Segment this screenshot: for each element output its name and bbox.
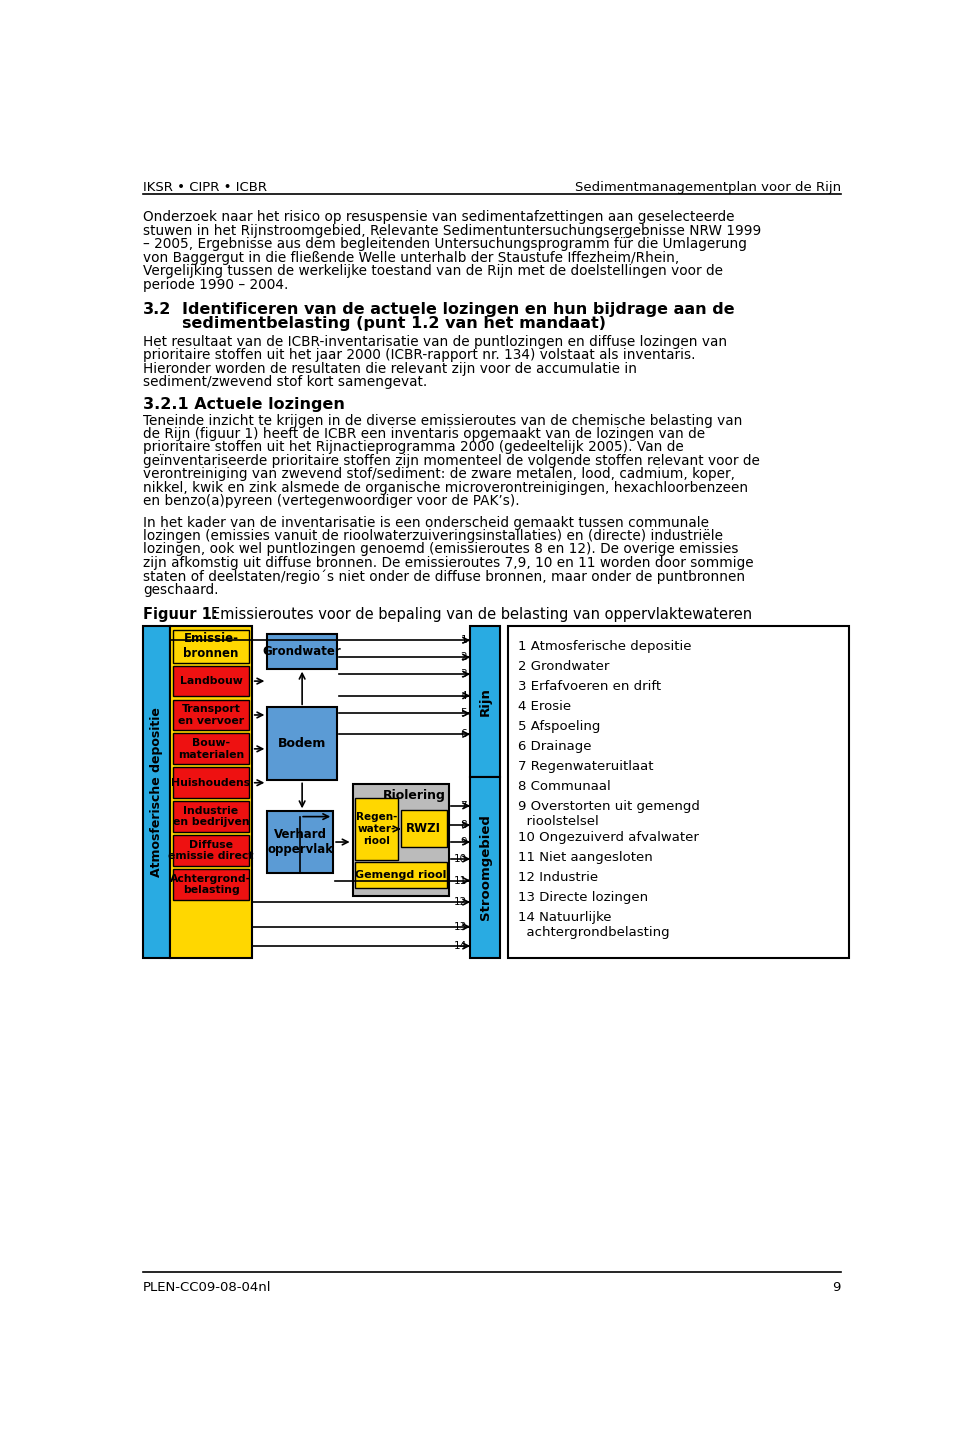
- Text: von Baggergut in die fließende Welle unterhalb der Staustufe Iffezheim/Rhein,: von Baggergut in die fließende Welle unt…: [143, 251, 680, 264]
- Text: Verhard
oppervlak: Verhard oppervlak: [267, 827, 333, 856]
- Text: en benzo(a)pyreen (vertegenwoordiger voor de PAK’s).: en benzo(a)pyreen (vertegenwoordiger voo…: [143, 494, 520, 508]
- Bar: [355, 799, 398, 859]
- Bar: [174, 699, 249, 731]
- Bar: [267, 708, 337, 780]
- Text: Landbouw: Landbouw: [180, 676, 243, 686]
- Text: 6 Drainage: 6 Drainage: [518, 741, 592, 754]
- Bar: [355, 862, 447, 888]
- Text: Bodem: Bodem: [278, 738, 326, 751]
- Text: Rijn: Rijn: [478, 687, 492, 716]
- Text: staten of deelstaten/regio´s niet onder de diffuse bronnen, maar onder de puntbr: staten of deelstaten/regio´s niet onder …: [143, 569, 745, 583]
- Text: 14 Natuurlijke
  achtergrondbelasting: 14 Natuurlijke achtergrondbelasting: [518, 911, 670, 940]
- Bar: [170, 627, 252, 957]
- Text: 2 Grondwater: 2 Grondwater: [518, 660, 610, 673]
- Text: 1: 1: [461, 635, 468, 645]
- Text: IKSR • CIPR • ICBR: IKSR • CIPR • ICBR: [143, 180, 267, 193]
- Text: Figuur 1:: Figuur 1:: [143, 606, 218, 622]
- Text: Regen-
water-
riool: Regen- water- riool: [356, 813, 397, 846]
- Bar: [508, 627, 849, 957]
- Bar: [174, 835, 249, 866]
- Text: stuwen in het Rijnstroomgebied, Relevante Sedimentuntersuchungsergebnisse NRW 19: stuwen in het Rijnstroomgebied, Relevant…: [143, 224, 761, 238]
- Text: sediment/zwevend stof kort samengevat.: sediment/zwevend stof kort samengevat.: [143, 375, 427, 390]
- Text: lozingen (emissies vanuit de rioolwaterzuiveringsinstallaties) en (directe) indu: lozingen (emissies vanuit de rioolwaterz…: [143, 529, 723, 543]
- Bar: [470, 777, 500, 957]
- Text: 10 Ongezuiverd afvalwater: 10 Ongezuiverd afvalwater: [518, 832, 699, 845]
- Text: 7 Regenwateruitlaat: 7 Regenwateruitlaat: [518, 761, 654, 774]
- Bar: [174, 666, 249, 696]
- Text: 12 Industrie: 12 Industrie: [518, 871, 598, 884]
- Text: Teneinde inzicht te krijgen in de diverse emissieroutes van de chemische belasti: Teneinde inzicht te krijgen in de divers…: [143, 413, 743, 427]
- Text: Emissieroutes voor de bepaling van de belasting van oppervlaktewateren: Emissieroutes voor de bepaling van de be…: [210, 606, 752, 622]
- Text: de Rijn (figuur 1) heeft de ICBR een inventaris opgemaakt van de lozingen van de: de Rijn (figuur 1) heeft de ICBR een inv…: [143, 427, 706, 440]
- Text: Gemengd riool: Gemengd riool: [355, 871, 446, 881]
- Text: periode 1990 – 2004.: periode 1990 – 2004.: [143, 277, 289, 292]
- Text: 9 Overstorten uit gemengd
  rioolstelsel: 9 Overstorten uit gemengd rioolstelsel: [518, 800, 700, 829]
- Text: nikkel, kwik en zink alsmede de organische microverontreinigingen, hexachloorben: nikkel, kwik en zink alsmede de organisc…: [143, 481, 749, 495]
- Text: 3.2.1 Actuele lozingen: 3.2.1 Actuele lozingen: [143, 397, 346, 412]
- Text: 4 Erosie: 4 Erosie: [518, 700, 571, 713]
- Text: Stroomgebied: Stroomgebied: [478, 814, 492, 920]
- Text: In het kader van de inventarisatie is een onderscheid gemaakt tussen communale: In het kader van de inventarisatie is ee…: [143, 516, 709, 530]
- Text: 3.2: 3.2: [143, 302, 172, 316]
- Text: verontreiniging van zwevend stof/sediment: de zware metalen, lood, cadmium, kope: verontreiniging van zwevend stof/sedimen…: [143, 468, 735, 481]
- Text: Riolering: Riolering: [383, 788, 445, 801]
- Text: 7: 7: [461, 801, 468, 812]
- Text: 12: 12: [454, 897, 468, 907]
- Text: Hieronder worden de resultaten die relevant zijn voor de accumulatie in: Hieronder worden de resultaten die relev…: [143, 362, 637, 375]
- Text: Bouw-
materialen: Bouw- materialen: [178, 738, 244, 760]
- Bar: [174, 734, 249, 764]
- Text: 8 Communaal: 8 Communaal: [518, 780, 612, 793]
- Bar: [400, 810, 447, 846]
- Bar: [470, 627, 500, 777]
- Bar: [143, 627, 170, 957]
- Text: prioritaire stoffen uit het Rijnactieprogramma 2000 (gedeeltelijk 2005). Van de: prioritaire stoffen uit het Rijnactiepro…: [143, 440, 684, 455]
- Text: Het resultaat van de ICBR-inventarisatie van de puntlozingen en diffuse lozingen: Het resultaat van de ICBR-inventarisatie…: [143, 335, 728, 349]
- Text: 8: 8: [461, 820, 468, 830]
- Text: 13 Directe lozingen: 13 Directe lozingen: [518, 891, 648, 904]
- Text: 4: 4: [461, 690, 468, 700]
- Text: PLEN-CC09-08-04nl: PLEN-CC09-08-04nl: [143, 1281, 272, 1294]
- Text: 11 Niet aangesloten: 11 Niet aangesloten: [518, 852, 653, 865]
- Text: 9: 9: [461, 838, 468, 848]
- Text: – 2005, Ergebnisse aus dem begleitenden Untersuchungsprogramm für die Umlagerung: – 2005, Ergebnisse aus dem begleitenden …: [143, 237, 747, 251]
- Text: Identificeren van de actuele lozingen en hun bijdrage aan de: Identificeren van de actuele lozingen en…: [182, 302, 734, 316]
- Bar: [174, 767, 249, 799]
- Bar: [267, 812, 333, 872]
- Text: 11: 11: [454, 875, 468, 885]
- Text: 13: 13: [454, 921, 468, 931]
- Text: 6: 6: [461, 729, 468, 739]
- Bar: [352, 784, 449, 895]
- Text: 3: 3: [461, 669, 468, 679]
- Text: lozingen, ook wel puntlozingen genoemd (emissieroutes 8 en 12). De overige emiss: lozingen, ook wel puntlozingen genoemd (…: [143, 543, 739, 556]
- Text: 9: 9: [832, 1281, 841, 1294]
- Bar: [267, 634, 337, 669]
- Bar: [174, 630, 249, 663]
- Text: Grondwater: Grondwater: [263, 645, 342, 658]
- Text: geschaard.: geschaard.: [143, 583, 219, 596]
- Text: Achtergrond-
belasting: Achtergrond- belasting: [171, 874, 252, 895]
- Text: 1 Atmosferische depositie: 1 Atmosferische depositie: [518, 640, 692, 653]
- Text: RWZI: RWZI: [406, 822, 442, 835]
- Text: sedimentbelasting (punt 1.2 van het mandaat): sedimentbelasting (punt 1.2 van het mand…: [182, 316, 606, 332]
- Text: 2: 2: [461, 653, 468, 663]
- Text: 10: 10: [454, 853, 468, 864]
- Text: Vergelijking tussen de werkelijke toestand van de Rijn met de doelstellingen voo: Vergelijking tussen de werkelijke toesta…: [143, 264, 723, 279]
- Bar: [174, 801, 249, 832]
- Text: 5: 5: [461, 709, 468, 719]
- Bar: [174, 869, 249, 900]
- Text: 3 Erfafvoeren en drift: 3 Erfafvoeren en drift: [518, 680, 661, 693]
- Text: Diffuse
emissie direct: Diffuse emissie direct: [168, 840, 253, 861]
- Text: Atmosferische depositie: Atmosferische depositie: [151, 708, 163, 877]
- Text: Emissie-
bronnen: Emissie- bronnen: [183, 632, 239, 660]
- Text: Onderzoek naar het risico op resuspensie van sedimentafzettingen aan geselecteer: Onderzoek naar het risico op resuspensie…: [143, 211, 734, 224]
- Text: prioritaire stoffen uit het jaar 2000 (ICBR-rapport nr. 134) volstaat als invent: prioritaire stoffen uit het jaar 2000 (I…: [143, 348, 696, 362]
- Text: Industrie
en bedrijven: Industrie en bedrijven: [173, 806, 250, 827]
- Text: Huishoudens: Huishoudens: [172, 778, 251, 788]
- Text: geïnventariseerde prioritaire stoffen zijn momenteel de volgende stoffen relevan: geïnventariseerde prioritaire stoffen zi…: [143, 453, 760, 468]
- Text: Transport
en vervoer: Transport en vervoer: [178, 705, 244, 726]
- Text: 5 Afspoeling: 5 Afspoeling: [518, 721, 601, 734]
- Text: Sedimentmanagementplan voor de Rijn: Sedimentmanagementplan voor de Rijn: [575, 180, 841, 193]
- Text: zijn afkomstig uit diffuse bronnen. De emissieroutes 7,9, 10 en 11 worden door s: zijn afkomstig uit diffuse bronnen. De e…: [143, 556, 754, 570]
- Text: 14: 14: [454, 941, 468, 952]
